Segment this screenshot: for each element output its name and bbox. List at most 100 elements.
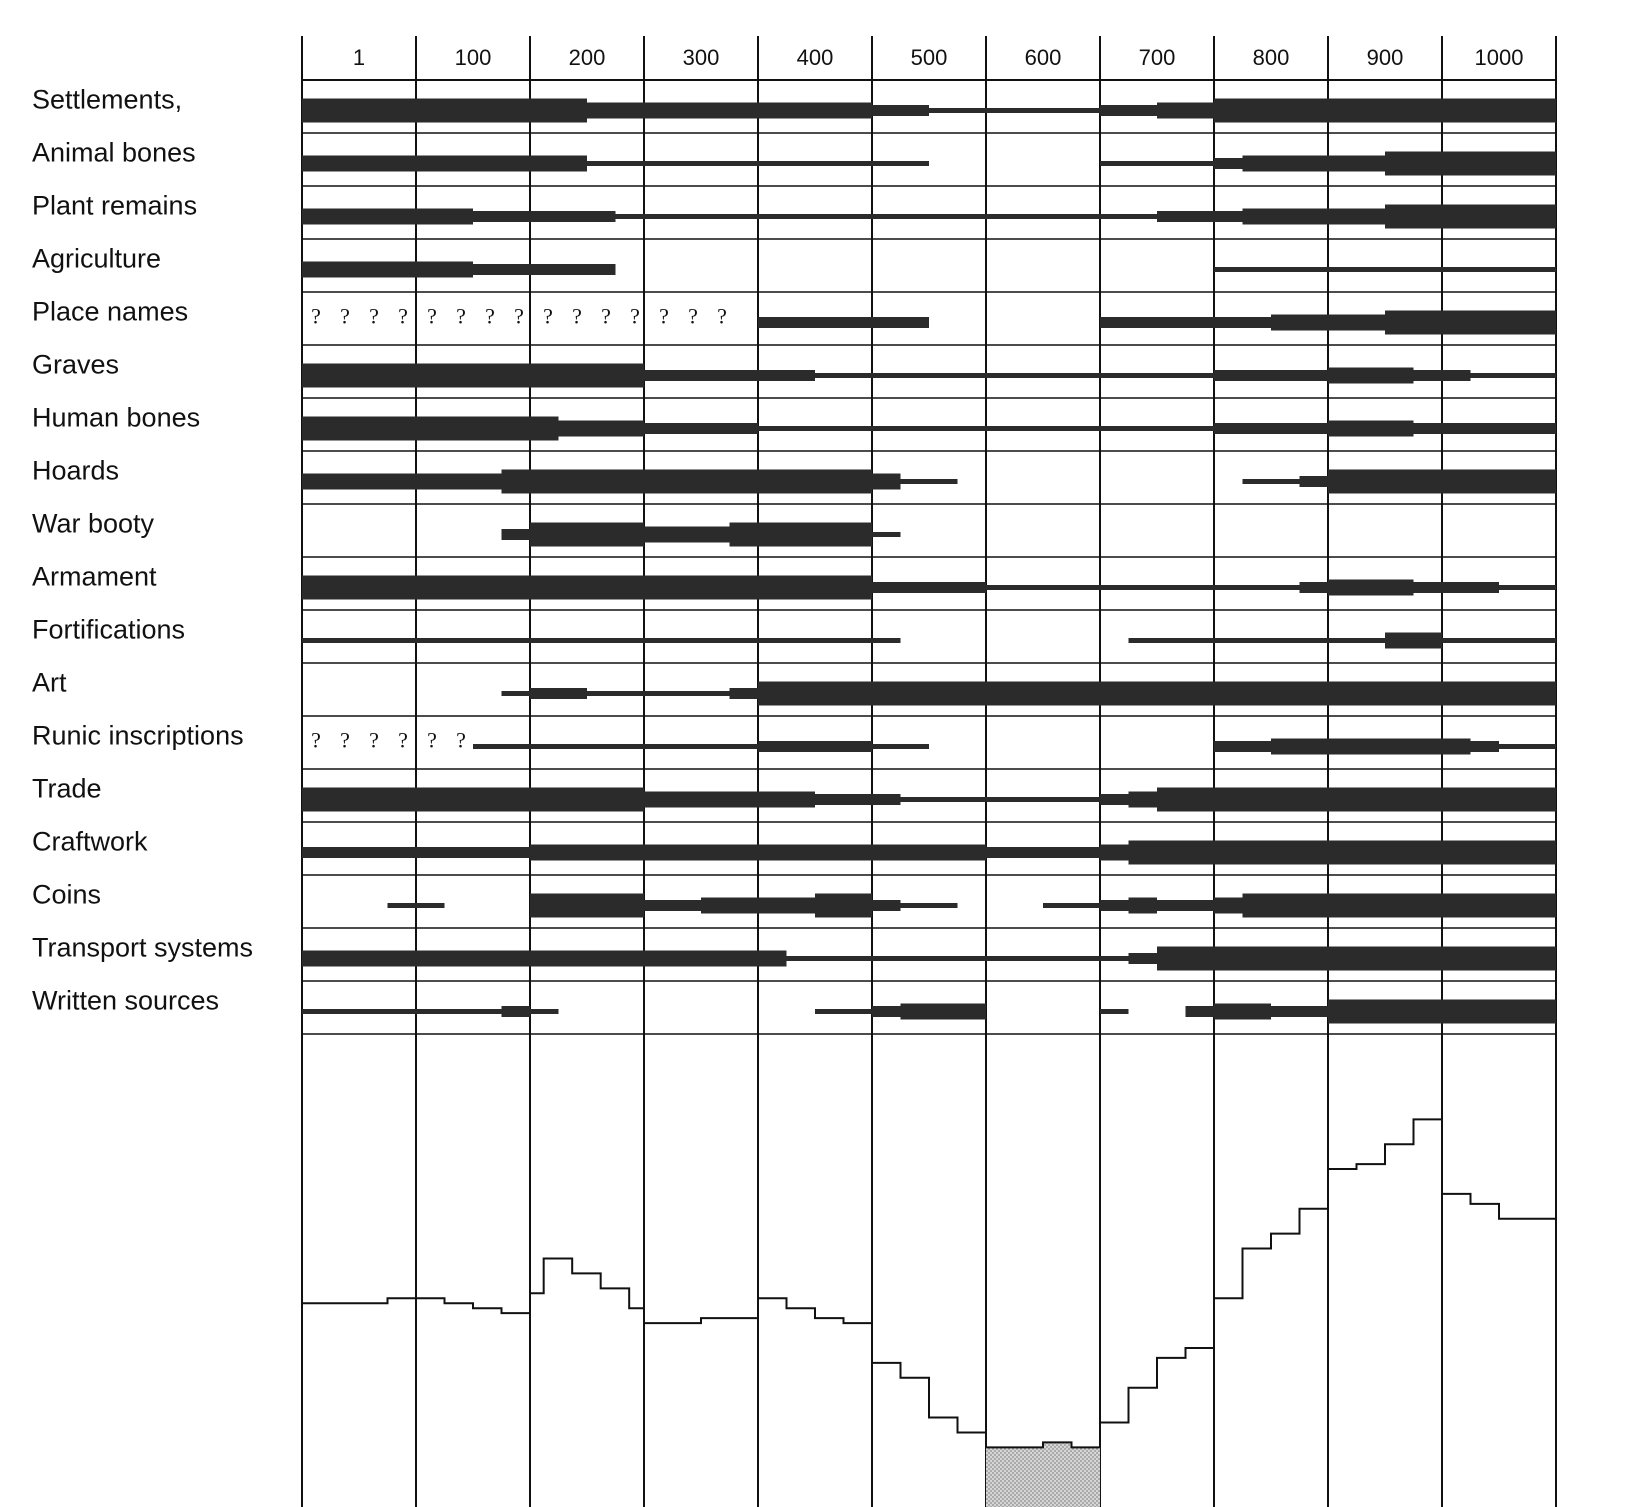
- evidence-bar: [302, 950, 787, 967]
- evidence-bar: [1128, 953, 1157, 964]
- evidence-bar: [1328, 420, 1414, 437]
- x-tick-label: 1: [353, 45, 365, 70]
- evidence-bar: [1157, 211, 1243, 222]
- evidence-bar: [1385, 632, 1442, 649]
- row-label: Fortifications: [32, 615, 185, 645]
- evidence-bar: [387, 903, 445, 908]
- question-mark: ?: [572, 304, 582, 329]
- evidence-bar: [1100, 1009, 1129, 1014]
- question-mark: ?: [601, 304, 611, 329]
- evidence-bar: [302, 638, 901, 643]
- evidence-bars: [302, 98, 1556, 1024]
- row-label: Human bones: [32, 403, 200, 433]
- evidence-bar: [1385, 151, 1556, 176]
- evidence-bar: [644, 370, 815, 381]
- evidence-bar: [900, 797, 1100, 802]
- evidence-bar: [302, 575, 872, 600]
- evidence-bar: [302, 473, 502, 490]
- evidence-bar: [1242, 893, 1556, 918]
- evidence-bar: [872, 900, 901, 911]
- question-mark: ?: [688, 304, 698, 329]
- evidence-bar: [615, 214, 1100, 219]
- evidence-bar: [1499, 585, 1556, 590]
- evidence-bar: [501, 1006, 530, 1017]
- evidence-bar: [473, 264, 616, 275]
- row-label: Transport systems: [32, 933, 253, 963]
- evidence-bar: [758, 426, 1214, 431]
- evidence-bar: [1214, 423, 1328, 434]
- grid-lines: [301, 36, 1557, 1507]
- evidence-bar: [1128, 791, 1157, 808]
- evidence-bar: [1328, 469, 1556, 494]
- evidence-bar: [302, 416, 559, 441]
- evidence-bar: [558, 420, 644, 437]
- evidence-bar: [1214, 370, 1328, 381]
- evidence-bar: [729, 688, 758, 699]
- row-label: Place names: [32, 297, 188, 327]
- row-label: Hoards: [32, 456, 119, 486]
- evidence-bar: [1157, 787, 1556, 812]
- evidence-bar: [758, 681, 1556, 706]
- row-label: Coins: [32, 880, 101, 910]
- evidence-bar: [815, 1009, 872, 1014]
- evidence-bar: [1214, 158, 1243, 169]
- evidence-bar: [1100, 585, 1300, 590]
- question-mark: ?: [630, 304, 640, 329]
- evidence-bar: [1100, 214, 1157, 219]
- evidence-bar: [1271, 1006, 1328, 1017]
- evidence-bar: [1157, 946, 1556, 971]
- evidence-bar: [1299, 582, 1328, 593]
- evidence-bar: [872, 105, 929, 116]
- evidence-bar: [644, 423, 758, 434]
- evidence-bar: [1214, 741, 1271, 752]
- evidence-bar: [644, 900, 701, 911]
- evidence-bar: [501, 529, 530, 540]
- x-tick-label: 800: [1253, 45, 1290, 70]
- question-mark: ?: [369, 728, 379, 753]
- evidence-bar: [644, 526, 730, 543]
- evidence-bar: [1185, 1006, 1214, 1017]
- evidence-bar: [986, 847, 1100, 858]
- evidence-bar: [302, 363, 644, 388]
- evidence-bar: [1413, 423, 1556, 434]
- evidence-bar: [729, 522, 872, 547]
- evidence-bar: [872, 532, 901, 537]
- evidence-bar: [473, 744, 758, 749]
- evidence-bar: [701, 897, 815, 914]
- evidence-bar: [501, 469, 872, 494]
- evidence-bar: [587, 161, 929, 166]
- evidence-bar: [501, 691, 530, 696]
- row-label: Plant remains: [32, 191, 197, 221]
- evidence-bar: [1413, 370, 1471, 381]
- evidence-bar: [758, 741, 872, 752]
- evidence-bar: [530, 522, 644, 547]
- evidence-bar: [1242, 479, 1300, 484]
- evidence-bar: [1043, 903, 1100, 908]
- evidence-bar: [1214, 98, 1556, 123]
- evidence-bar: [786, 956, 1129, 961]
- evidence-bar: [644, 791, 815, 808]
- evidence-bar: [1100, 105, 1157, 116]
- question-mark: ?: [398, 304, 408, 329]
- evidence-bar: [815, 794, 901, 805]
- evidence-bar: [1299, 476, 1328, 487]
- question-mark: ?: [340, 728, 350, 753]
- question-mark: ?: [514, 304, 524, 329]
- evidence-bar: [815, 373, 1214, 378]
- evidence-bar: [929, 108, 1100, 113]
- evidence-bar: [872, 473, 901, 490]
- evidence-bar: [302, 155, 587, 172]
- evidence-bar: [1470, 373, 1556, 378]
- evidence-bar: [1100, 794, 1129, 805]
- evidence-bar: [1271, 738, 1385, 755]
- question-mark: ?: [485, 304, 495, 329]
- evidence-bar: [1242, 1003, 1271, 1020]
- evidence-bar: [1242, 208, 1385, 225]
- question-mark: ?: [543, 304, 553, 329]
- row-label: Armament: [32, 562, 157, 592]
- x-tick-label: 100: [455, 45, 492, 70]
- row-label: Written sources: [32, 986, 219, 1016]
- evidence-bar: [1385, 310, 1556, 335]
- evidence-bar: [1214, 897, 1243, 914]
- question-mark: ?: [427, 304, 437, 329]
